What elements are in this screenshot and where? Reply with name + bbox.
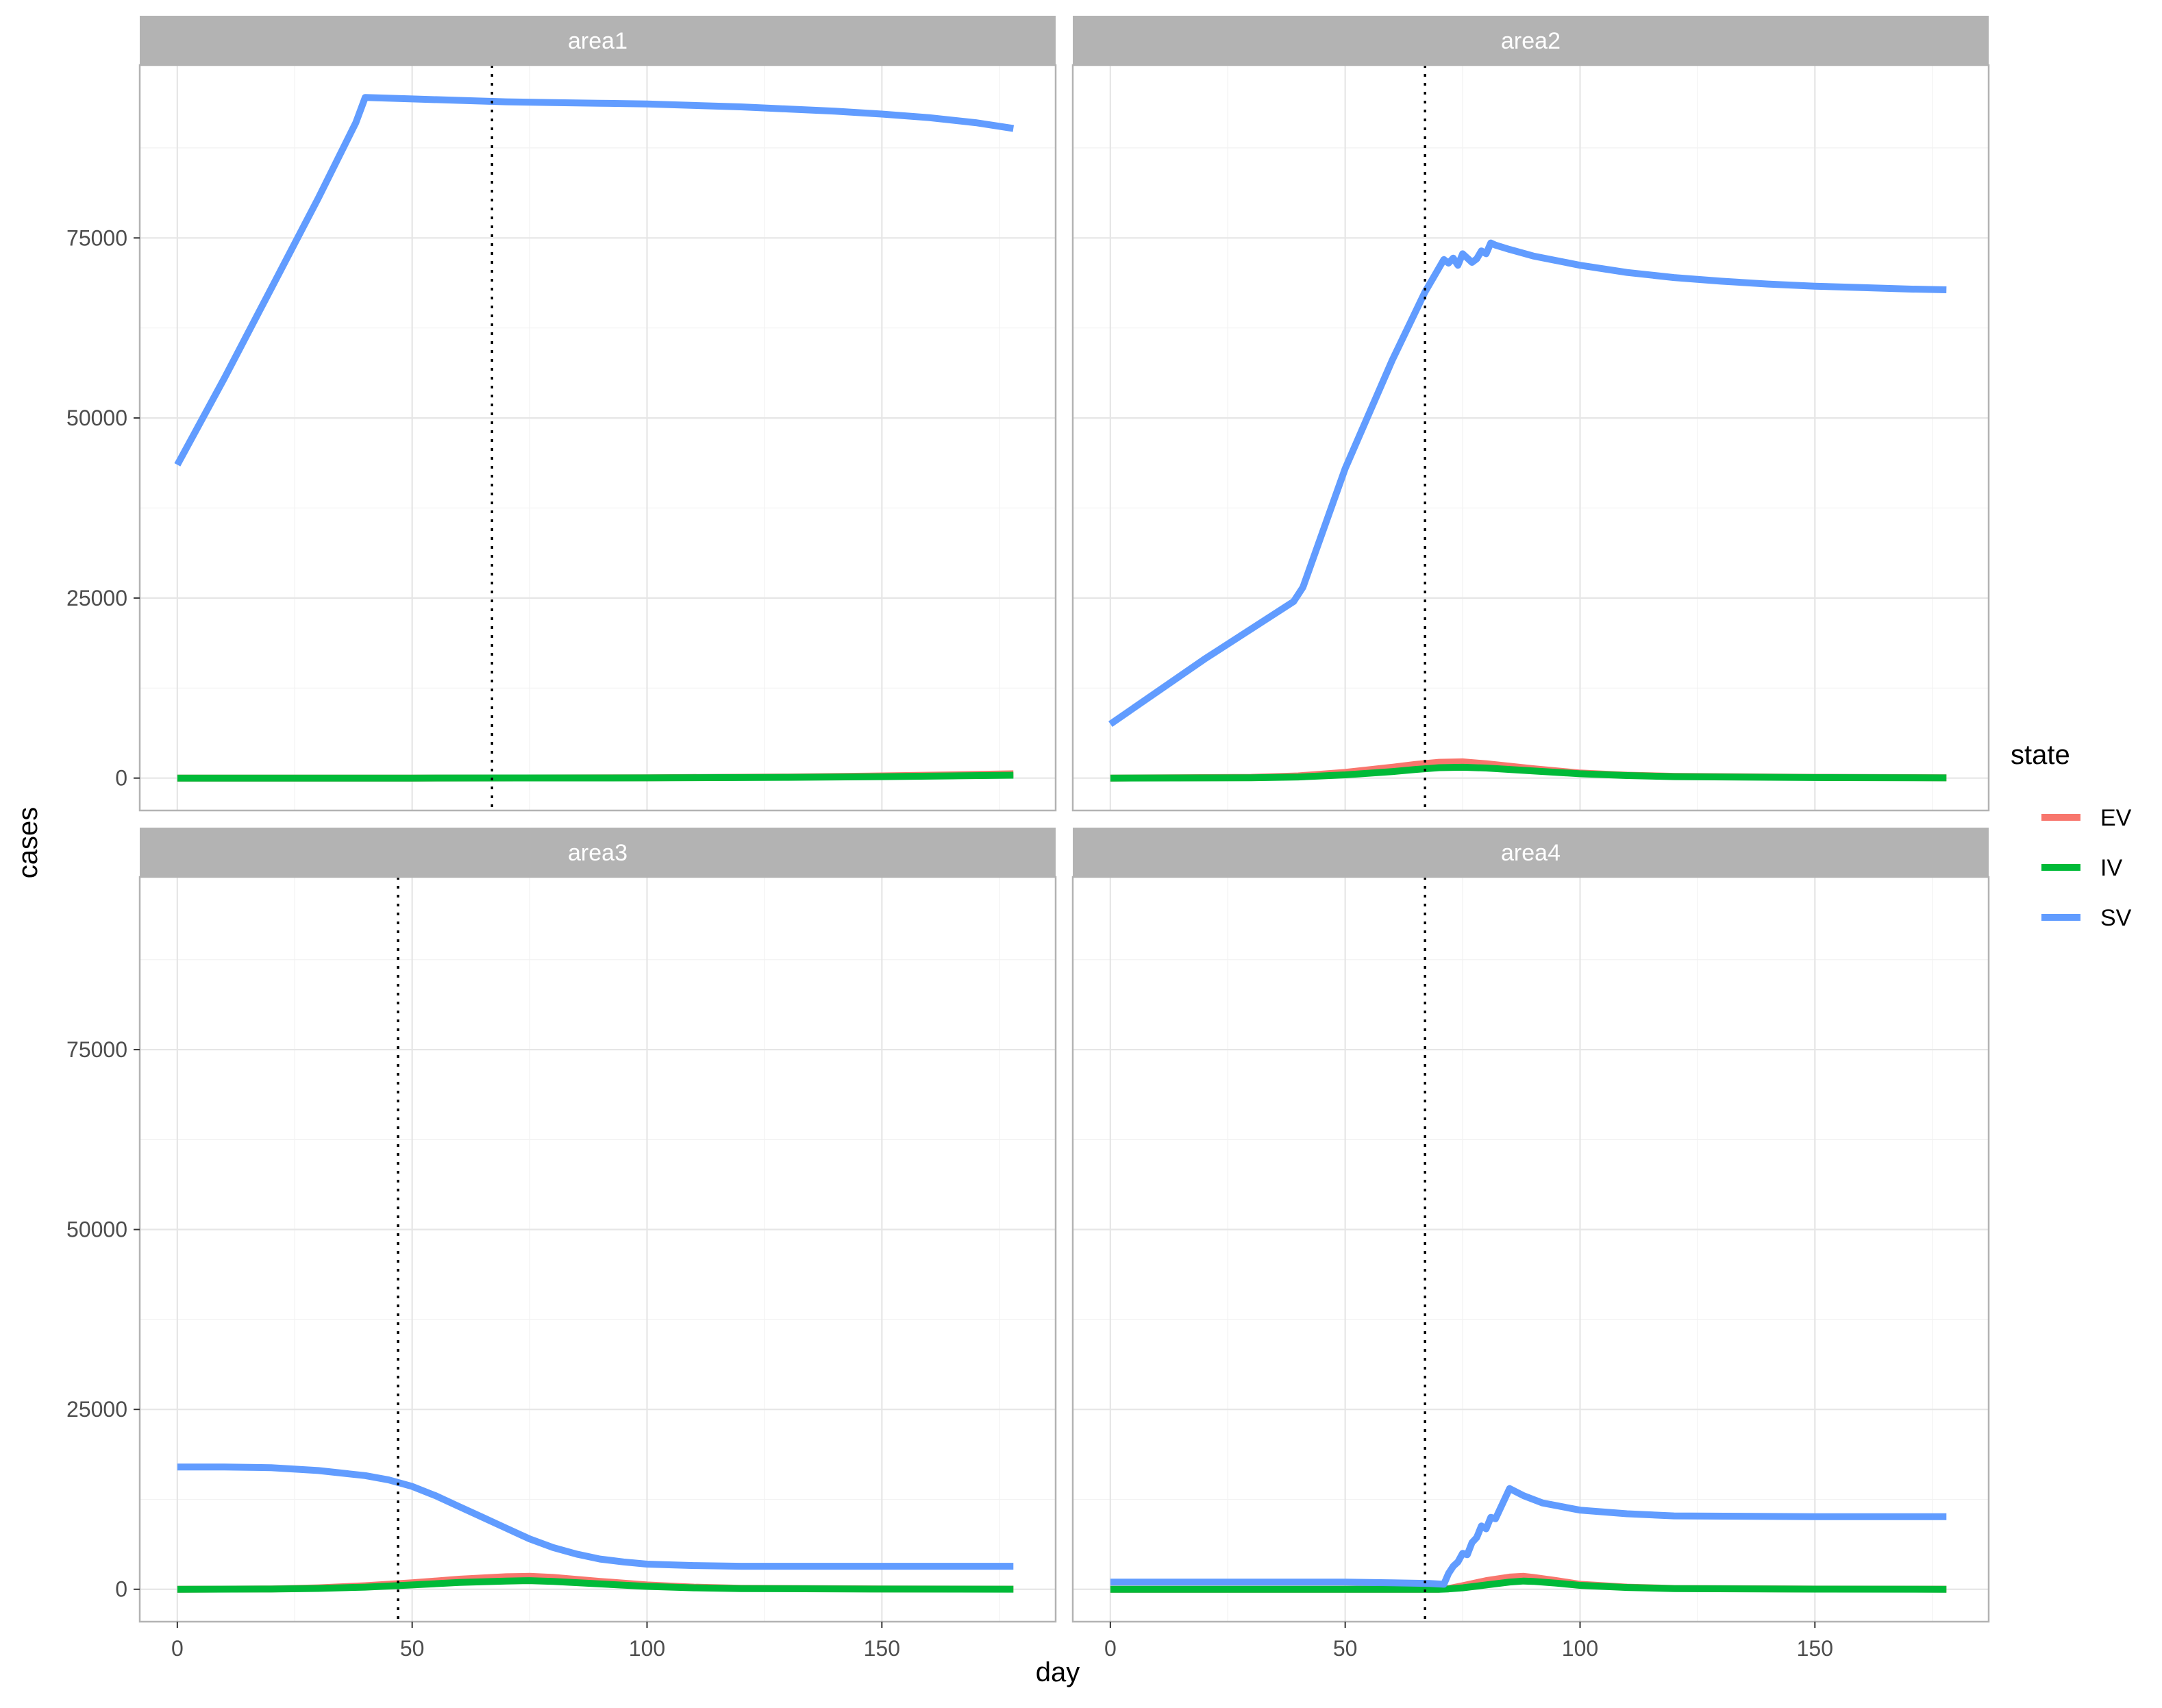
panel-area4: area4 0 50 100 150	[1071, 828, 1990, 1661]
series-line-IV	[177, 1577, 1014, 1593]
x-tick-label: 0	[171, 1636, 184, 1661]
panel-background	[1073, 65, 1989, 810]
y-tick-label: 0	[115, 766, 127, 791]
facet-strip	[1073, 16, 1989, 65]
panel-background	[1073, 877, 1989, 1622]
panel-area3: area3 0 25000 50000 75000 0 50 100 150	[66, 828, 1057, 1661]
y-tick-label: 75000	[66, 225, 127, 250]
facet-strip	[140, 16, 1056, 65]
y-tick-label: 25000	[66, 586, 127, 610]
y-tick-label: 0	[115, 1577, 127, 1602]
x-tick-label: 150	[864, 1636, 900, 1661]
y-tick-label: 50000	[66, 406, 127, 430]
legend: state EV IV SV	[2011, 740, 2132, 931]
x-tick-label: 0	[1104, 1636, 1117, 1661]
facet-strip-label: area4	[1501, 840, 1561, 866]
series-line-IV	[177, 771, 1014, 782]
facet-strip	[140, 828, 1056, 877]
series-line-IV	[1110, 763, 1947, 782]
x-tick-label: 150	[1797, 1636, 1833, 1661]
series-line-SV	[177, 1463, 1014, 1570]
y-tick-label: 75000	[66, 1037, 127, 1062]
facet-strip-label: area1	[568, 28, 628, 54]
legend-title: state	[2011, 740, 2070, 770]
panel-area1: area1 0 25000 50000 75000	[66, 16, 1057, 812]
y-axis-title: cases	[13, 807, 43, 879]
series-line-SV	[174, 94, 1015, 467]
x-tick-label: 100	[629, 1636, 665, 1661]
panel-area2: area2	[1071, 16, 1990, 812]
x-tick-label: 50	[1333, 1636, 1358, 1661]
panel-background	[140, 877, 1056, 1622]
facet-panels: area10250005000075000area2area3025000500…	[66, 16, 1990, 1661]
panel-background	[140, 65, 1056, 810]
facet-strip	[1073, 828, 1989, 877]
legend-label-SV: SV	[2100, 905, 2132, 931]
series-line-IV	[1110, 1577, 1947, 1593]
legend-label-EV: EV	[2100, 805, 2132, 831]
series-line-SV	[1108, 239, 1947, 728]
facet-strip-label: area2	[1501, 28, 1561, 54]
y-tick-label: 50000	[66, 1217, 127, 1242]
x-tick-label: 100	[1562, 1636, 1598, 1661]
legend-entry-SV: SV	[2041, 905, 2132, 931]
x-tick-label: 50	[400, 1636, 425, 1661]
facet-strip-label: area3	[568, 840, 628, 866]
legend-label-IV: IV	[2100, 855, 2122, 881]
series-line-SV	[1110, 1485, 1947, 1588]
legend-entry-IV: IV	[2041, 855, 2122, 881]
legend-entry-EV: EV	[2041, 805, 2132, 831]
y-tick-label: 25000	[66, 1397, 127, 1422]
x-axis-title: day	[1036, 1657, 1080, 1687]
